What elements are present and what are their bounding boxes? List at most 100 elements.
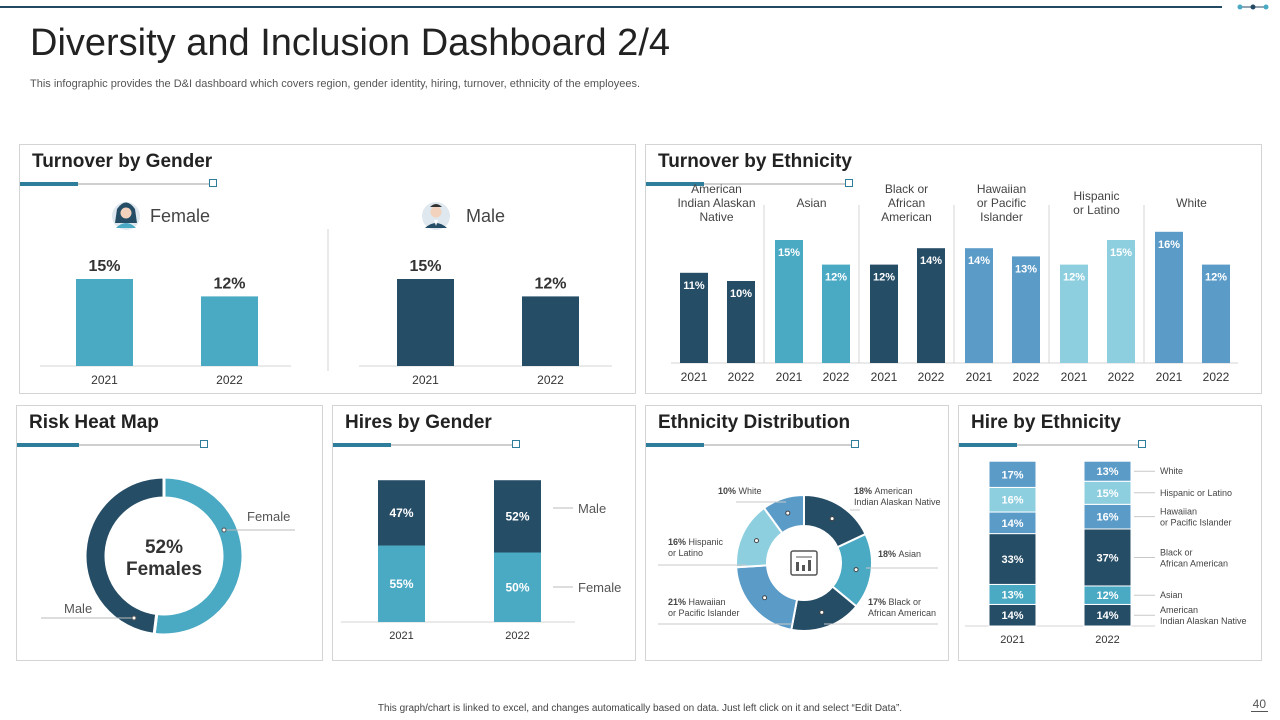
- turnover-ethnicity-bar: [680, 272, 708, 363]
- panel-turnover-ethnicity: Turnover by Ethnicity American Indian Ala…: [645, 144, 1262, 394]
- turnover-gender-bar: [522, 296, 579, 366]
- turnover-ethnicity-bar: [965, 248, 993, 363]
- ethnicity-group-label: American: [691, 182, 742, 196]
- turnover-ethnicity-bar: [1202, 264, 1230, 363]
- page-subtitle: This infographic provides the D&I dashbo…: [30, 78, 641, 90]
- year-label: 2021: [412, 373, 439, 387]
- title-underline: [333, 440, 520, 448]
- panel-title: Risk Heat Map: [29, 412, 159, 433]
- segment-value-label: 50%: [505, 580, 529, 594]
- slice-label-line2: or Latino: [668, 548, 703, 558]
- segment-value-label: 16%: [1001, 495, 1023, 507]
- slice-label: 16% Hispanic: [668, 537, 724, 547]
- year-label: 2022: [1013, 370, 1040, 384]
- hire-ethnicity-segment: [1083, 528, 1132, 587]
- hire-ethnicity-segment: [1083, 503, 1132, 530]
- segment-value-label: 14%: [1096, 610, 1118, 622]
- segment-value-label: 16%: [1096, 512, 1118, 524]
- year-label: 2021: [91, 373, 118, 387]
- top-rule: [0, 6, 1222, 8]
- turnover-ethnicity-bar: [870, 264, 898, 363]
- legend-label-line2: or Pacific Islander: [1160, 518, 1232, 528]
- hire-ethnicity-segment: [988, 533, 1037, 585]
- bar-value-label: 16%: [1158, 239, 1180, 251]
- ethnicity-group-label: Asian: [796, 196, 826, 210]
- slice-label: 18% Asian: [878, 549, 921, 559]
- panel-hire-ethnicity: Hire by Ethnicity 14% 13% 33% 14% 16% 17% 2021…: [958, 405, 1262, 661]
- ethnicity-group-label: Indian Alaskan: [677, 196, 755, 210]
- hires-male-label: Male: [578, 501, 606, 516]
- segment-value-label: 33%: [1001, 554, 1023, 566]
- year-label: 2022: [505, 630, 529, 642]
- year-label: 2021: [871, 370, 898, 384]
- year-label: 2022: [1095, 634, 1119, 646]
- segment-value-label: 52%: [505, 509, 529, 523]
- risk-female-label: Female: [247, 509, 290, 524]
- year-label: 2021: [1000, 634, 1024, 646]
- turnover-gender-chart: Female Male 15% 2021 12% 2022 15% 2021 12% 2022: [40, 202, 612, 387]
- ethnicity-group-label: Black or: [885, 182, 928, 196]
- turnover-ethnicity-bar: [822, 264, 850, 363]
- bar-value-label: 11%: [683, 280, 705, 292]
- turnover-ethnicity-bar: [1107, 240, 1135, 363]
- turnover-ethnicity-bar: [917, 248, 945, 363]
- slice-marker: [762, 595, 768, 601]
- turnover-ethnicity-bar: [1155, 231, 1183, 363]
- bar-value-label: 15%: [409, 258, 441, 275]
- year-label: 2022: [537, 373, 564, 387]
- panel-title: Hires by Gender: [345, 412, 492, 433]
- year-label: 2022: [823, 370, 850, 384]
- segment-value-label: 13%: [1001, 589, 1023, 601]
- decor-dots-icon: [1237, 4, 1269, 10]
- bar-value-label: 12%: [1205, 272, 1227, 284]
- segment-value-label: 12%: [1096, 590, 1118, 602]
- bar-value-label: 13%: [1015, 263, 1037, 275]
- bar-value-label: 15%: [88, 258, 120, 275]
- segment-value-label: 14%: [1001, 610, 1023, 622]
- year-label: 2021: [681, 370, 708, 384]
- risk-donut-chart: 52% Females Female Male: [41, 475, 295, 637]
- slice-label: 21% Hawaiian: [668, 597, 726, 607]
- bar-value-label: 12%: [534, 275, 566, 292]
- hire-ethnicity-chart: 14% 13% 33% 14% 16% 17% 2021 14% 12% 37% 16% 15% 13%…: [965, 460, 1247, 646]
- turnover-ethnicity-bar: [1012, 256, 1040, 363]
- segment-value-label: 37%: [1096, 552, 1118, 564]
- slice-label-line2: African American: [868, 608, 936, 618]
- slice-marker: [753, 538, 759, 544]
- turnover-gender-bar: [76, 279, 133, 366]
- ethnicity-group-label: Hispanic: [1073, 189, 1119, 203]
- segment-value-label: 13%: [1096, 466, 1118, 478]
- legend-label: Hawaiian: [1160, 507, 1197, 517]
- title-underline: [20, 179, 217, 187]
- slice-label: 10% White: [718, 486, 762, 496]
- slice-marker: [853, 567, 859, 573]
- year-label: 2022: [728, 370, 755, 384]
- year-label: 2022: [1203, 370, 1230, 384]
- year-label: 2021: [389, 630, 413, 642]
- ethnicity-group-label: or Latino: [1073, 203, 1120, 217]
- panel-title: Ethnicity Distribution: [658, 412, 851, 433]
- turnover-ethnicity-bar: [727, 281, 755, 363]
- legend-label: Black or: [1160, 547, 1193, 557]
- bar-value-label: 12%: [873, 272, 895, 284]
- turnover-ethnicity-bar: [775, 240, 803, 363]
- title-underline: [959, 440, 1146, 448]
- title-underline: [646, 440, 859, 448]
- risk-male-label: Male: [64, 601, 92, 616]
- panel-title: Hire by Ethnicity: [971, 412, 1121, 433]
- risk-donut-slice: [152, 475, 245, 637]
- bar-value-label: 15%: [1110, 247, 1132, 259]
- ethnicity-group-label: Islander: [980, 210, 1023, 224]
- bar-value-label: 12%: [1063, 272, 1085, 284]
- legend-label: White: [1160, 466, 1183, 476]
- ethnicity-group-label: American: [881, 210, 932, 224]
- bar-value-label: 14%: [968, 255, 990, 267]
- page-number: 40: [1250, 697, 1268, 712]
- turnover-gender-bar: [397, 279, 454, 366]
- panel-turnover-gender: Turnover by Gender Female Male 15% 2021 12…: [19, 144, 636, 394]
- female-avatar-icon: [112, 202, 140, 230]
- hire-ethnicity-segment: [1083, 460, 1132, 482]
- title-underline: [646, 179, 853, 187]
- year-label: 2021: [1061, 370, 1088, 384]
- legend-label: Asian: [1160, 590, 1183, 600]
